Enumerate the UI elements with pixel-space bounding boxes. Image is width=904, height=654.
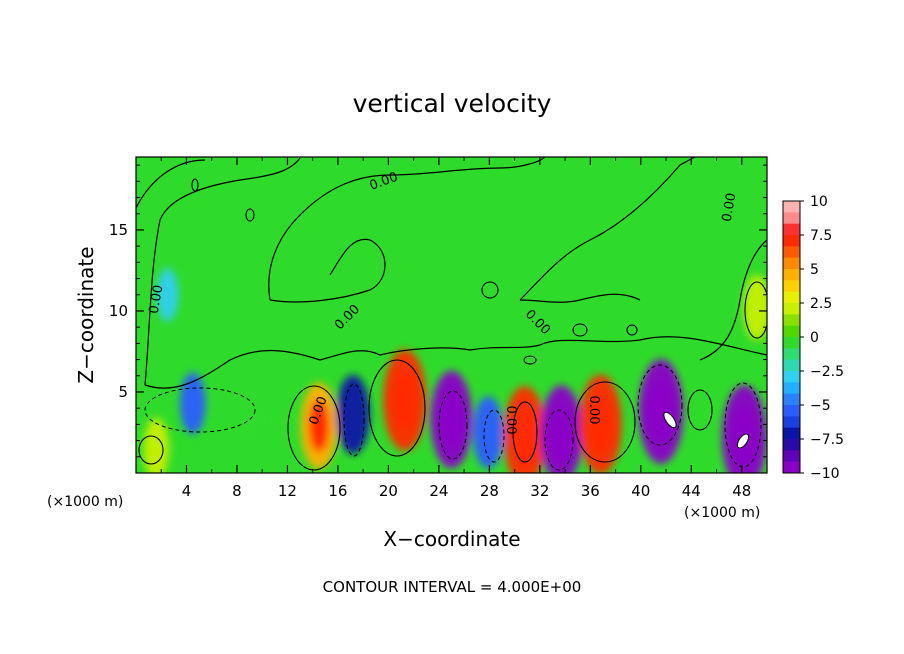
- colorbar-band: [783, 325, 800, 338]
- x-tick-label: 12: [278, 482, 297, 500]
- zero-contour-lower-band: [144, 336, 767, 389]
- x-units-right: (×1000 m): [684, 505, 760, 521]
- y-tick-label: 5: [118, 383, 128, 401]
- colorbar-tick-label: 10: [810, 194, 828, 210]
- x-tick-label: 8: [232, 482, 242, 500]
- plot-frame: [135, 156, 768, 474]
- x-tick-label: 32: [530, 482, 549, 500]
- contour-islands: [138, 178, 767, 471]
- velocity-cell-core: [648, 379, 674, 443]
- colorbar-tick-label: 2.5: [810, 296, 832, 312]
- chart-title: vertical velocity: [353, 89, 552, 118]
- colorbar-band: [783, 359, 800, 372]
- y-axis-label: Z−coordinate: [74, 246, 98, 383]
- velocity-cell-core: [588, 394, 613, 455]
- zero-contour-upper-left: [136, 157, 301, 386]
- x-units-left: (×1000 m): [47, 494, 123, 510]
- zero-contour-right-edge: [699, 239, 767, 361]
- colorbar-band: [783, 280, 800, 293]
- zero-contour-inner-loop: [269, 238, 386, 303]
- y-tick-label: 15: [109, 221, 128, 239]
- x-tick-label: 44: [682, 482, 701, 500]
- x-axis-ticks: 4 8 12 16 20 24 28 32 36 40 44 48: [160, 157, 751, 500]
- colorbar-band: [783, 314, 800, 327]
- colorbar-band: [783, 235, 800, 247]
- x-axis-label: X−coordinate: [383, 527, 520, 551]
- colorbar-band: [783, 371, 800, 383]
- velocity-cell: [743, 275, 767, 341]
- colorbar-tick-label: 0: [810, 330, 819, 346]
- colorbar-tick-label: −10: [810, 466, 840, 482]
- colorbar-band: [783, 348, 800, 361]
- velocity-cell: [336, 374, 370, 455]
- colorbar-band: [783, 461, 800, 474]
- velocity-cell: [179, 372, 206, 435]
- contour-label: 0.00: [586, 396, 601, 425]
- colorbar-band: [783, 303, 800, 315]
- plot-field: 0.000.000.00 0.000.00 0.000.000.00: [136, 157, 767, 473]
- x-tick-label: 28: [480, 482, 499, 500]
- negative-contours: [144, 364, 762, 471]
- velocity-cell-core: [440, 390, 463, 449]
- colorbar-band: [783, 439, 800, 451]
- zero-contour-right: [519, 157, 696, 303]
- colorbar-band: [783, 223, 800, 236]
- x-tick-label: 36: [581, 482, 600, 500]
- colorbar-band: [783, 416, 800, 429]
- colorbar-band: [783, 405, 800, 417]
- contour-label: 0.00: [720, 192, 740, 223]
- contour-label: 0.00: [147, 284, 167, 315]
- colorbar-tick-label: −2.5: [810, 364, 844, 380]
- contour-interval-footer: CONTOUR INTERVAL = 4.000E+00: [323, 578, 582, 596]
- velocity-cell-core: [513, 406, 537, 466]
- colorbar-band: [783, 201, 800, 213]
- colorbar-band: [783, 450, 800, 463]
- velocity-cell-core: [549, 404, 573, 464]
- x-tick-label: 24: [429, 482, 448, 500]
- y-axis-ticks: 5 10 15: [109, 164, 767, 458]
- velocity-cell-core: [308, 399, 330, 453]
- x-tick-label: 48: [732, 482, 751, 500]
- colorbar: 10 7.5 5 2.5 0 −2.5 −5 −7.5 −10: [782, 194, 844, 482]
- y-tick-label: 10: [109, 302, 128, 320]
- colorbar-band: [783, 291, 800, 304]
- x-tick-label: 4: [182, 482, 192, 500]
- colorbar-band: [783, 337, 800, 349]
- velocity-cell: [238, 389, 261, 443]
- colorbar-tick-label: 7.5: [810, 228, 832, 244]
- velocity-cell: [143, 417, 169, 473]
- colorbar-band: [783, 382, 800, 395]
- contour-label: 0.00: [503, 406, 518, 435]
- zero-contour-left-lobe: [268, 157, 546, 301]
- colorbar-tick-label: 5: [810, 262, 819, 278]
- velocity-cell: [472, 396, 504, 469]
- x-tick-label: 40: [631, 482, 650, 500]
- colorbar-band: [783, 257, 800, 270]
- colorbar-band: [783, 212, 800, 225]
- colorbar-tick-label: −7.5: [810, 432, 844, 448]
- x-tick-label: 16: [328, 482, 347, 500]
- velocity-cell: [156, 268, 179, 322]
- x-tick-label: 20: [379, 482, 398, 500]
- velocity-cell-core: [392, 369, 417, 431]
- contour-lines: [136, 157, 767, 389]
- colorbar-band: [783, 427, 800, 440]
- peak-markers: [663, 411, 750, 449]
- colorbar-tick-label: −5: [810, 398, 831, 414]
- colorbar-band: [783, 269, 800, 281]
- colorbar-band: [783, 393, 800, 406]
- colorbar-band: [783, 246, 800, 259]
